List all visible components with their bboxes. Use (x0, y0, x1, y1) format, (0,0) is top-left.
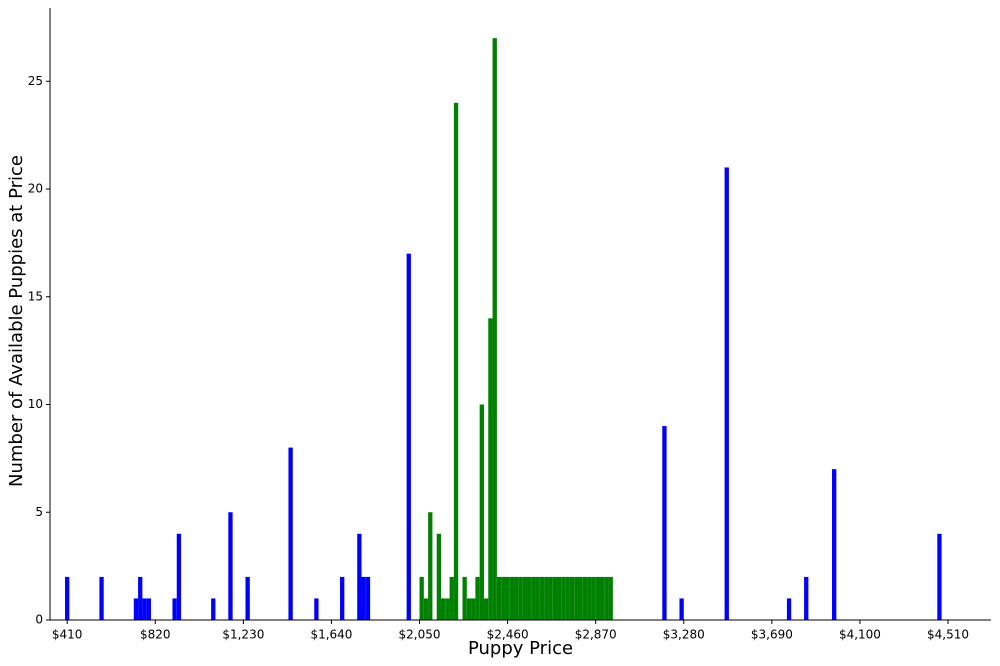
bar-0-770 (142, 598, 147, 620)
bar-1-2920 (604, 576, 609, 620)
bar-0-3980 (832, 469, 837, 620)
x-tick-label: $2,460 (487, 628, 529, 642)
y-tick-label: 25 (28, 74, 43, 88)
bar-1-2260 (462, 576, 467, 620)
bar-1-2220 (453, 102, 459, 620)
y-tick-label: 0 (35, 613, 43, 627)
bar-1-2540 (522, 576, 527, 620)
x-tick-label: $2,050 (399, 628, 441, 642)
bar-1-2740 (565, 576, 570, 620)
bar-1-2200 (449, 576, 454, 620)
bar-0-1810 (365, 576, 371, 620)
bar-1-2800 (578, 576, 583, 620)
bar-0-730 (133, 598, 139, 620)
bar-0-3480 (724, 167, 729, 620)
x-axis-title: Puppy Price (468, 638, 573, 659)
bar-1-2600 (535, 576, 540, 620)
bar-0-3850 (804, 576, 809, 620)
bar-1-2680 (552, 576, 558, 620)
y-ticks: 0 5 10 15 20 25 (28, 74, 50, 627)
bar-1-2340 (479, 404, 484, 620)
bar-1-2660 (548, 576, 553, 620)
bar-1-2880 (595, 576, 600, 620)
bar-0-910 (172, 598, 177, 620)
bar-1-2760 (569, 576, 575, 620)
x-tick-label: $410 (52, 628, 83, 642)
bar-0-1790 (361, 576, 366, 620)
bar-1-2140 (436, 533, 442, 620)
bar-1-2640 (544, 576, 549, 620)
bar-0-790 (146, 598, 151, 620)
y-tick-label: 15 (28, 289, 43, 303)
bar-0-410 (65, 576, 70, 620)
bar-0-1570 (314, 598, 319, 620)
bar-1-2180 (445, 598, 450, 620)
bar-1-2080 (423, 598, 429, 620)
bar-1-2720 (561, 576, 566, 620)
x-tick-label: $3,280 (663, 628, 705, 642)
bar-0-930 (176, 533, 182, 620)
bar-0-1090 (211, 598, 216, 620)
bar-1-2900 (599, 576, 605, 620)
x-tick-label: $1,230 (222, 628, 264, 642)
y-axis-title: Number of Available Puppies at Price (6, 155, 27, 487)
y-tick-label: 10 (28, 397, 43, 411)
bar-0-2000 (406, 253, 411, 620)
bar-1-2560 (526, 576, 532, 620)
y-tick-label: 20 (28, 182, 43, 196)
bar-0-4470 (937, 533, 942, 620)
bar-1-2300 (471, 598, 476, 620)
bar-1-2840 (587, 576, 592, 620)
bar-1-2860 (591, 576, 596, 620)
x-tick-label: $4,100 (839, 628, 881, 642)
bar-1-2620 (539, 576, 545, 620)
bar-1-2820 (582, 576, 588, 620)
bar-1-2440 (501, 576, 506, 620)
x-tick-label: $1,640 (310, 628, 352, 642)
bar-1-2320 (475, 576, 480, 620)
bar-1-2520 (518, 576, 523, 620)
bar-1-2160 (441, 598, 446, 620)
bar-1-2280 (466, 598, 472, 620)
x-tick-label: $3,690 (751, 628, 793, 642)
x-tick-label: $2,870 (575, 628, 617, 642)
bar-1-2580 (531, 576, 536, 620)
bar-0-1690 (340, 576, 345, 620)
x-ticks: $410 $820 $1,230 $1,640 $2,050 $2,460 $2,870 $3… (52, 620, 969, 642)
bar-1-2400 (492, 38, 497, 621)
bar-1-2480 (509, 576, 515, 620)
bar-0-570 (99, 576, 104, 620)
bar-0-750 (138, 576, 143, 620)
bar-0-1770 (357, 533, 362, 620)
bar-1-2380 (488, 318, 493, 620)
x-tick-label: $820 (140, 628, 171, 642)
bar-1-2060 (419, 576, 424, 620)
bar-1-2780 (574, 576, 579, 620)
bar-0-1170 (228, 512, 233, 620)
bar-1-2700 (557, 576, 562, 620)
bar-0-3270 (679, 598, 684, 620)
bar-0-3190 (662, 426, 667, 620)
bar-0-1250 (245, 576, 250, 620)
bar-1-2460 (505, 576, 510, 620)
y-tick-label: 5 (35, 505, 43, 519)
bar-1-2940 (608, 576, 613, 620)
bar-0-1450 (288, 447, 293, 620)
bars-layer (65, 38, 942, 621)
bar-0-3770 (786, 598, 792, 620)
x-tick-label: $4,510 (927, 628, 969, 642)
bar-1-2100 (428, 512, 433, 620)
bar-1-2500 (514, 576, 519, 620)
bar-1-2360 (483, 598, 489, 620)
bar-1-2420 (496, 576, 502, 620)
